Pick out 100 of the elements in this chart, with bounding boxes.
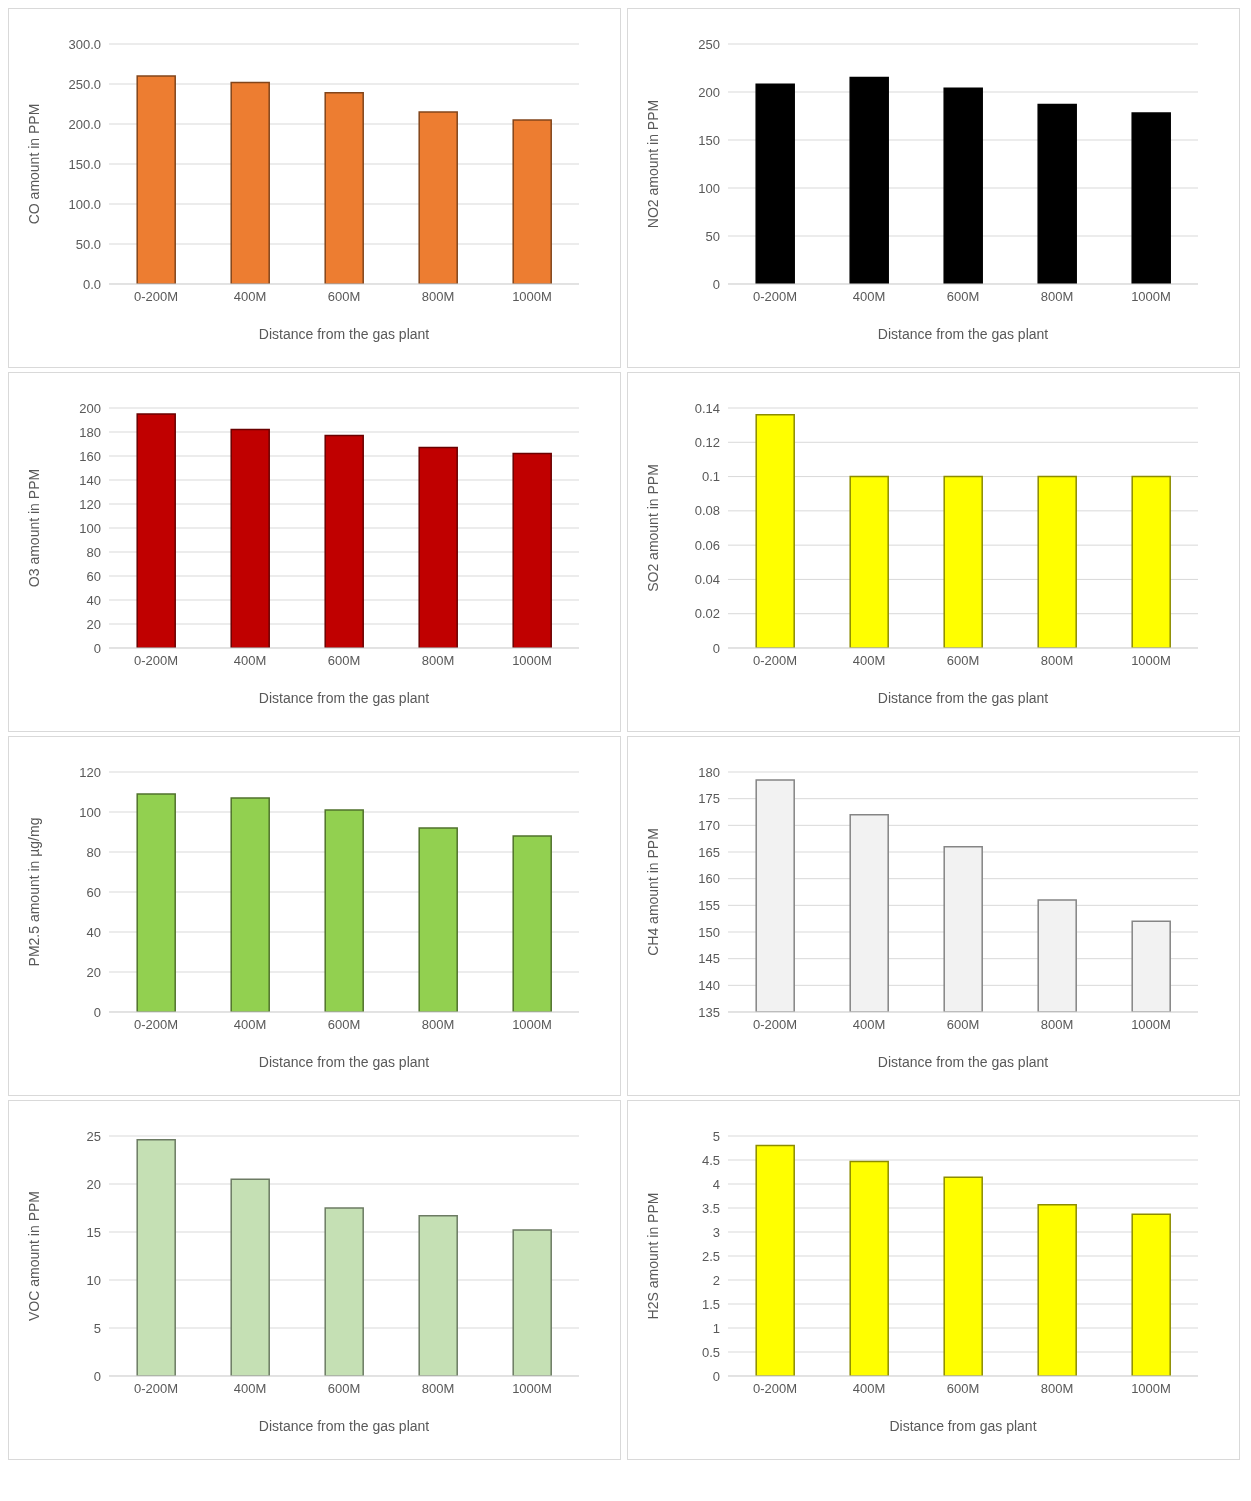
y-tick-label: 4	[712, 1176, 720, 1192]
bar	[324, 1207, 364, 1376]
y-tick-label: 180	[698, 764, 720, 780]
x-tick-label: 0-200M	[752, 1017, 798, 1033]
x-tick-label: 600M	[327, 1017, 361, 1033]
x-axis-title: Distance from the gas plant	[258, 326, 430, 342]
x-tick-label: 400M	[852, 1381, 886, 1397]
x-tick-label: 0-200M	[752, 289, 798, 305]
x-axis-title: Distance from the gas plant	[877, 690, 1049, 706]
y-tick-label: 0.02	[694, 606, 720, 622]
x-tick-label: 800M	[421, 1017, 455, 1033]
x-tick-label: 400M	[233, 1017, 267, 1033]
y-tick-label: 150	[698, 924, 720, 940]
bar	[230, 81, 270, 284]
x-tick-label: 800M	[421, 1381, 455, 1397]
x-tick-label: 1000M	[512, 1381, 552, 1397]
y-tick-label: 40	[86, 924, 101, 940]
y-tick-label: 140	[698, 977, 720, 993]
y-tick-label: 200	[79, 400, 101, 416]
x-tick-label: 800M	[1040, 1381, 1074, 1397]
y-tick-label: 0	[712, 640, 720, 656]
bar	[1037, 1203, 1077, 1376]
y-tick-label: 180	[79, 424, 101, 440]
y-tick-label: 100	[698, 180, 720, 196]
y-tick-label: 140	[79, 472, 101, 488]
x-tick-label: 800M	[1040, 653, 1074, 669]
y-tick-label: 5	[712, 1128, 720, 1144]
x-tick-label: 600M	[946, 1017, 980, 1033]
bar	[512, 119, 552, 284]
x-axis-title: Distance from the gas plant	[258, 1054, 430, 1070]
x-tick-label: 0-200M	[752, 653, 798, 669]
y-tick-label: 10	[86, 1272, 101, 1288]
x-tick-label: 1000M	[512, 289, 552, 305]
y-axis-title: CO amount in PPM	[25, 103, 42, 225]
y-tick-label: 20	[86, 616, 101, 632]
y-tick-label: 155	[698, 897, 720, 913]
y-tick-label: 160	[698, 871, 720, 887]
x-tick-label: 600M	[327, 289, 361, 305]
y-tick-label: 4.5	[701, 1152, 720, 1168]
x-tick-label: 0-200M	[752, 1381, 798, 1397]
bar	[136, 413, 176, 648]
y-tick-label: 40	[86, 592, 101, 608]
y-tick-label: 0.12	[694, 434, 720, 450]
y-tick-label: 100	[79, 804, 101, 820]
bar	[136, 75, 176, 284]
y-tick-label: 15	[86, 1224, 101, 1240]
y-axis-title: H2S amount in PPM	[644, 1192, 661, 1320]
bar	[136, 1139, 176, 1376]
y-tick-label: 1.5	[701, 1296, 720, 1312]
bar	[1131, 112, 1171, 284]
y-tick-label: 0	[712, 1368, 720, 1384]
bar	[418, 446, 458, 648]
x-tick-label: 0-200M	[133, 1381, 179, 1397]
x-tick-label: 600M	[327, 653, 361, 669]
bar	[230, 797, 270, 1012]
y-tick-label: 160	[79, 448, 101, 464]
y-tick-label: 175	[698, 791, 720, 807]
bar	[136, 793, 176, 1012]
x-tick-label: 1000M	[1131, 653, 1171, 669]
y-tick-label: 0.06	[694, 537, 720, 553]
x-tick-label: 400M	[233, 653, 267, 669]
y-tick-label: 50	[705, 228, 720, 244]
y-tick-label: 80	[86, 844, 101, 860]
y-tick-label: 0	[93, 1004, 101, 1020]
y-axis-title: SO2 amount in PPM	[644, 464, 661, 592]
y-tick-label: 2	[712, 1272, 720, 1288]
bar	[1037, 103, 1077, 284]
bar	[1131, 1213, 1171, 1376]
y-tick-label: 0.14	[694, 400, 720, 416]
x-tick-label: 600M	[327, 1381, 361, 1397]
y-axis-title: CH4 amount in PPM	[644, 828, 661, 956]
x-axis-title: Distance from the gas plant	[877, 326, 1049, 342]
y-tick-label: 80	[86, 544, 101, 560]
y-tick-label: 300.0	[68, 36, 101, 52]
bar	[755, 83, 795, 284]
x-tick-label: 400M	[852, 653, 886, 669]
bar	[512, 835, 552, 1012]
y-tick-label: 2.5	[701, 1248, 720, 1264]
x-tick-label: 800M	[421, 289, 455, 305]
x-tick-label: 800M	[1040, 289, 1074, 305]
x-tick-label: 400M	[852, 289, 886, 305]
x-axis-title: Distance from the gas plant	[258, 1418, 430, 1434]
x-tick-label: 1000M	[1131, 1381, 1171, 1397]
y-tick-label: 0	[93, 1368, 101, 1384]
y-axis-title: O3 amount in PPM	[25, 468, 42, 588]
bar	[230, 1178, 270, 1376]
y-tick-label: 0	[712, 276, 720, 292]
y-axis-title: PM2.5 amount in µg/mg	[25, 817, 42, 967]
x-tick-label: 600M	[946, 653, 980, 669]
bar	[418, 827, 458, 1012]
x-tick-label: 400M	[852, 1017, 886, 1033]
y-tick-label: 1	[712, 1320, 720, 1336]
y-tick-label: 0	[93, 640, 101, 656]
x-axis-title: Distance from the gas plant	[258, 690, 430, 706]
x-tick-label: 1000M	[512, 1017, 552, 1033]
x-tick-label: 0-200M	[133, 289, 179, 305]
x-tick-label: 1000M	[512, 653, 552, 669]
bar	[512, 1229, 552, 1376]
bar	[324, 434, 364, 648]
x-tick-label: 800M	[1040, 1017, 1074, 1033]
